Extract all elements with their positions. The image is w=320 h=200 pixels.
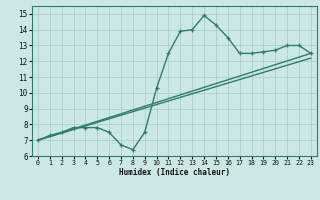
X-axis label: Humidex (Indice chaleur): Humidex (Indice chaleur) [119, 168, 230, 177]
